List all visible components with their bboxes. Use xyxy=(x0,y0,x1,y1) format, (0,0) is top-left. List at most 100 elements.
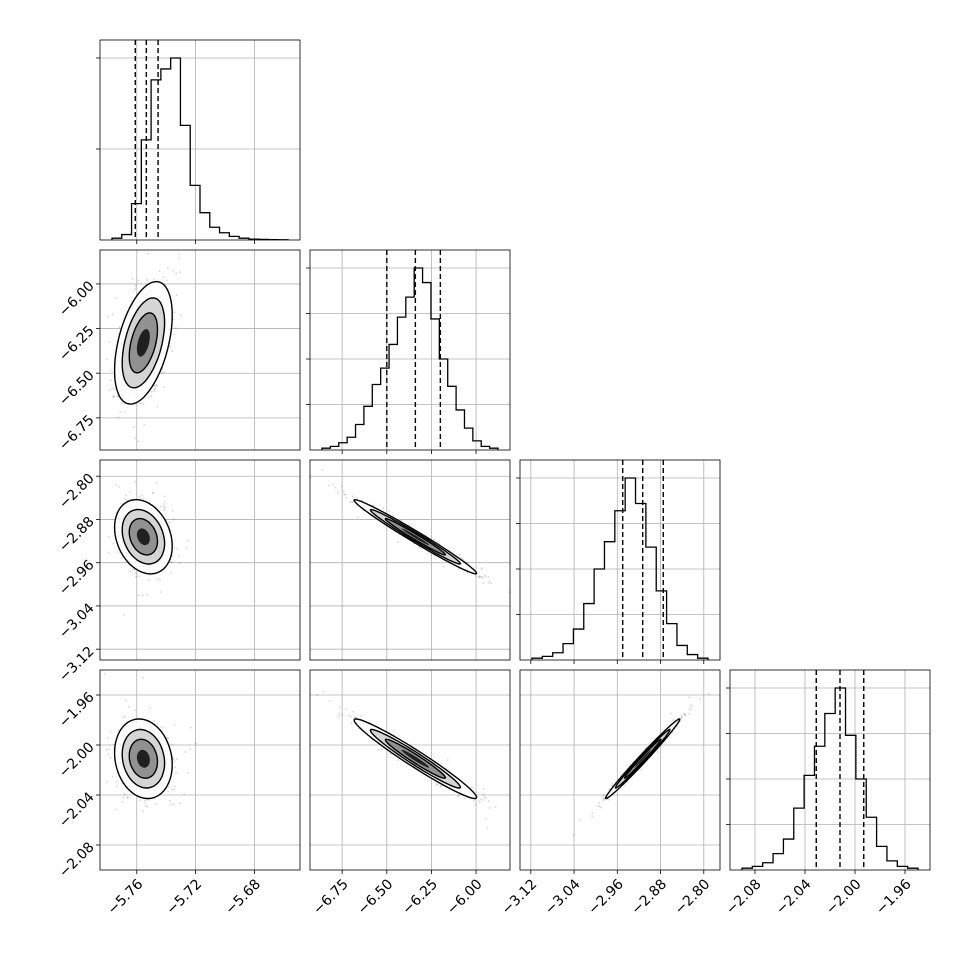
sample-point xyxy=(591,812,594,815)
sample-point xyxy=(117,416,119,419)
sample-point xyxy=(344,708,347,711)
sample-point xyxy=(477,575,480,578)
panel-grid xyxy=(520,460,720,660)
sample-point xyxy=(126,797,129,799)
scatter-panel-2-1 xyxy=(310,468,510,593)
sample-point xyxy=(478,575,481,578)
sample-point xyxy=(141,594,144,597)
sample-point xyxy=(682,713,685,716)
sample-point xyxy=(154,387,157,390)
sample-point xyxy=(103,672,106,675)
sample-point xyxy=(189,748,192,751)
sample-point xyxy=(147,799,149,802)
sample-point xyxy=(115,484,118,487)
sample-point xyxy=(488,807,491,809)
sample-point xyxy=(321,468,324,471)
sample-point xyxy=(124,411,126,414)
sample-point xyxy=(342,490,345,493)
sample-point xyxy=(134,572,137,574)
sample-point xyxy=(171,743,174,746)
sample-point xyxy=(135,575,138,578)
sample-point xyxy=(338,706,341,709)
panel-grid xyxy=(520,670,720,870)
sample-point xyxy=(173,518,176,521)
sample-point xyxy=(482,788,485,791)
sample-point xyxy=(137,594,140,597)
sample-point xyxy=(354,716,357,718)
sample-point xyxy=(322,690,325,693)
sample-point xyxy=(337,714,340,717)
sample-point xyxy=(113,388,116,391)
sample-point xyxy=(436,540,439,543)
sample-point xyxy=(176,547,179,550)
scatter-panel-3-1 xyxy=(316,690,497,830)
sample-point xyxy=(115,297,118,300)
sample-point xyxy=(487,575,490,578)
sample-point xyxy=(388,510,391,513)
density-contour xyxy=(369,728,462,789)
sample-point xyxy=(400,519,403,522)
sample-point xyxy=(146,252,149,255)
sample-point xyxy=(121,800,124,803)
sample-point xyxy=(149,574,152,576)
sample-point xyxy=(160,726,163,729)
sample-point xyxy=(397,759,400,762)
sample-point xyxy=(484,576,487,578)
sample-point xyxy=(688,713,691,715)
sample-point xyxy=(389,753,392,755)
sample-point xyxy=(137,440,140,443)
sample-point xyxy=(341,713,344,716)
sample-point xyxy=(684,714,687,717)
sample-point xyxy=(133,569,136,571)
sample-point xyxy=(462,558,465,561)
sample-point xyxy=(172,758,175,761)
sample-point xyxy=(350,715,352,718)
sample-point xyxy=(140,494,143,497)
histogram-step xyxy=(111,57,289,240)
sample-point xyxy=(187,539,190,542)
sample-point xyxy=(477,800,480,802)
sample-point xyxy=(121,215,123,217)
sample-point xyxy=(175,772,177,774)
sample-point xyxy=(144,801,146,804)
sample-point xyxy=(483,796,486,799)
sample-point xyxy=(153,384,156,387)
sample-point xyxy=(155,384,158,386)
sample-point xyxy=(106,780,109,783)
sample-point xyxy=(150,390,153,393)
density-contour xyxy=(128,312,159,374)
sample-point xyxy=(164,495,166,498)
sample-point xyxy=(150,395,153,398)
sample-point xyxy=(154,803,157,806)
density-contour xyxy=(353,498,478,575)
sample-point xyxy=(331,483,334,486)
sample-point xyxy=(115,781,118,783)
density-contour xyxy=(384,738,447,779)
sample-point xyxy=(163,371,165,374)
density-contour xyxy=(353,718,478,800)
sample-point xyxy=(597,805,599,807)
sample-point xyxy=(175,294,178,297)
sample-point xyxy=(152,210,154,212)
sample-point xyxy=(439,785,442,788)
sample-point xyxy=(146,278,148,281)
sample-point xyxy=(397,541,399,544)
sample-point xyxy=(419,547,422,550)
density-contour xyxy=(128,738,159,779)
sample-point xyxy=(159,578,161,581)
sample-point xyxy=(345,496,348,499)
density-contour xyxy=(113,718,173,800)
sample-point xyxy=(327,484,330,487)
density-fill xyxy=(136,528,150,546)
panel-frame xyxy=(729,669,931,871)
sample-point xyxy=(175,758,178,761)
panel-frame xyxy=(99,669,301,871)
panel-frame xyxy=(309,249,511,451)
panel-grid xyxy=(310,670,510,870)
scatter-panel-2-0 xyxy=(107,480,190,616)
histogram-1 xyxy=(321,250,499,450)
sample-point xyxy=(129,570,132,573)
sample-point xyxy=(151,491,154,494)
sample-point xyxy=(442,565,445,568)
